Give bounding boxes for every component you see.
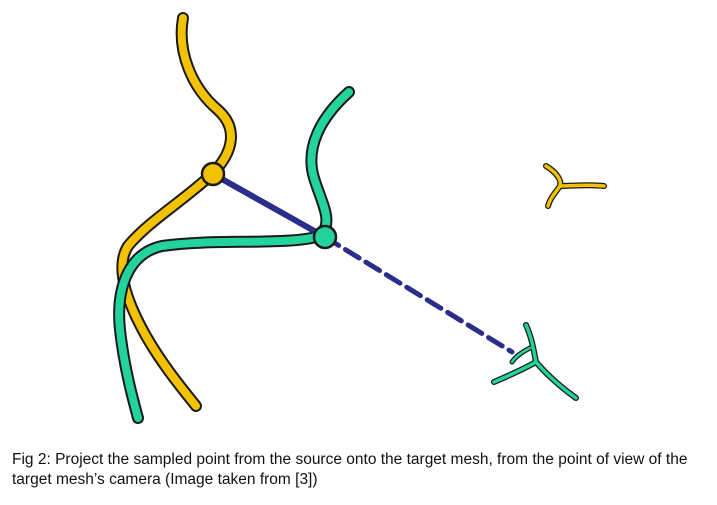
figure-caption: Fig 2: Project the sampled point from th… [12, 451, 688, 488]
projection-ray-solid [210, 171, 328, 240]
projection-ray-dashed [322, 234, 515, 355]
target-mesh-curve [113, 86, 355, 424]
projection-diagram [113, 12, 607, 424]
target-projected-point [312, 224, 338, 250]
target-camera-icon [491, 322, 579, 401]
source-mesh-curve [116, 12, 237, 412]
source-camera-icon [543, 163, 607, 209]
source-sample-point [200, 161, 226, 187]
